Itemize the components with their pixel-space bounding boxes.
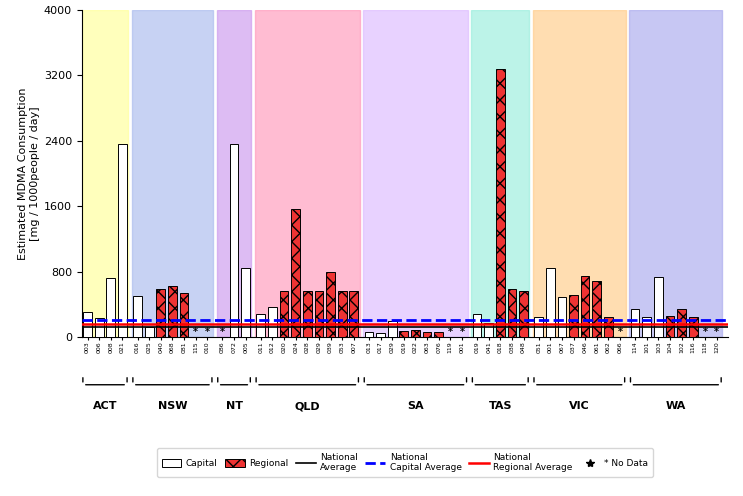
Bar <box>471 10 529 337</box>
Bar <box>534 317 543 337</box>
Bar <box>314 292 323 337</box>
Bar <box>268 307 276 337</box>
Text: *: * <box>459 327 464 337</box>
Bar <box>349 291 358 337</box>
Bar <box>689 317 698 337</box>
Bar <box>507 289 516 337</box>
Bar <box>533 10 626 337</box>
Text: SA: SA <box>407 401 424 411</box>
Text: *: * <box>702 327 707 337</box>
Bar <box>411 330 420 337</box>
Bar <box>365 332 373 337</box>
Bar <box>400 331 408 337</box>
Bar <box>255 10 360 337</box>
Text: QLD: QLD <box>294 401 320 411</box>
Bar <box>256 313 265 337</box>
Bar <box>376 333 385 337</box>
Bar <box>592 281 601 337</box>
Bar <box>388 321 397 337</box>
Bar <box>230 144 239 337</box>
Bar <box>423 332 432 337</box>
Bar <box>519 291 528 337</box>
Bar <box>106 278 115 337</box>
Bar <box>133 296 142 337</box>
Bar <box>629 10 722 337</box>
Text: *: * <box>617 327 623 337</box>
Bar <box>338 291 346 337</box>
Bar <box>157 289 165 337</box>
Bar <box>643 317 651 337</box>
Bar <box>581 276 589 337</box>
Bar <box>363 10 467 337</box>
Bar <box>666 316 675 337</box>
Bar <box>678 310 686 337</box>
Y-axis label: Estimated MDMA Consumption
[mg / 1000people / day]: Estimated MDMA Consumption [mg / 1000peo… <box>18 87 39 260</box>
Bar <box>291 209 300 337</box>
Text: *: * <box>205 327 210 337</box>
Bar <box>326 272 335 337</box>
Bar <box>145 327 154 337</box>
Legend: Capital, Regional, National
Average, National
Capital Average, National
Regional: Capital, Regional, National Average, Nat… <box>157 448 653 477</box>
Text: *: * <box>220 327 225 337</box>
Bar <box>473 314 481 337</box>
Bar <box>118 144 127 337</box>
Bar <box>303 292 311 337</box>
Bar <box>217 10 251 337</box>
Text: NSW: NSW <box>158 401 187 411</box>
Bar <box>484 322 493 337</box>
Bar <box>496 69 504 337</box>
Bar <box>569 295 578 337</box>
Text: TAS: TAS <box>488 401 512 411</box>
Bar <box>435 331 443 337</box>
Text: *: * <box>714 327 719 337</box>
Bar <box>654 277 663 337</box>
Bar <box>95 318 103 337</box>
Text: *: * <box>448 327 452 337</box>
Text: ACT: ACT <box>93 401 117 411</box>
Bar <box>168 286 177 337</box>
Text: VIC: VIC <box>569 401 590 411</box>
Bar <box>132 10 213 337</box>
Bar <box>631 310 640 337</box>
Text: *: * <box>193 327 198 337</box>
Bar <box>557 297 566 337</box>
Text: NT: NT <box>226 401 242 411</box>
Text: WA: WA <box>666 401 686 411</box>
Bar <box>83 312 92 337</box>
Bar <box>241 268 250 337</box>
Bar <box>604 317 613 337</box>
Bar <box>180 293 189 337</box>
Bar <box>82 10 129 337</box>
Bar <box>279 292 288 337</box>
Bar <box>546 268 554 337</box>
